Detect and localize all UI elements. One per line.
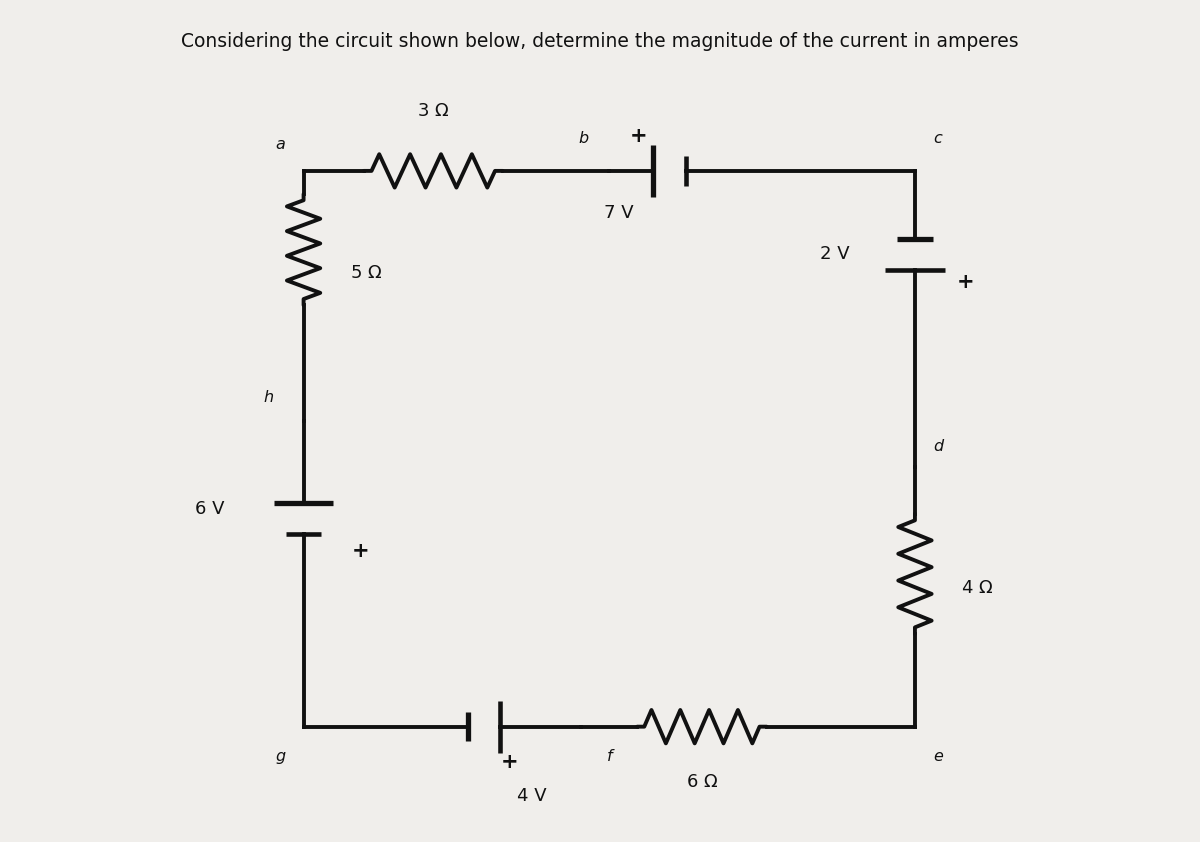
Text: g: g: [275, 749, 286, 764]
Text: 2 V: 2 V: [821, 245, 850, 264]
Text: e: e: [934, 749, 943, 764]
Text: h: h: [263, 391, 274, 405]
Text: +: +: [353, 541, 370, 561]
Text: a: a: [276, 137, 286, 152]
Text: +: +: [500, 752, 518, 772]
Text: c: c: [934, 131, 942, 146]
Text: f: f: [606, 749, 612, 764]
Text: 7 V: 7 V: [604, 204, 634, 221]
Text: 4 V: 4 V: [517, 787, 546, 805]
Text: 6 $\Omega$: 6 $\Omega$: [686, 773, 718, 791]
Text: 4 $\Omega$: 4 $\Omega$: [961, 578, 994, 597]
Text: 6 V: 6 V: [196, 500, 224, 518]
Text: +: +: [630, 125, 648, 146]
Text: 3 $\Omega$: 3 $\Omega$: [418, 102, 449, 120]
Text: +: +: [958, 272, 974, 292]
Text: d: d: [934, 440, 943, 455]
Text: 5 $\Omega$: 5 $\Omega$: [350, 264, 382, 282]
Text: Considering the circuit shown below, determine the magnitude of the current in a: Considering the circuit shown below, det…: [181, 32, 1019, 51]
Text: b: b: [578, 131, 588, 146]
